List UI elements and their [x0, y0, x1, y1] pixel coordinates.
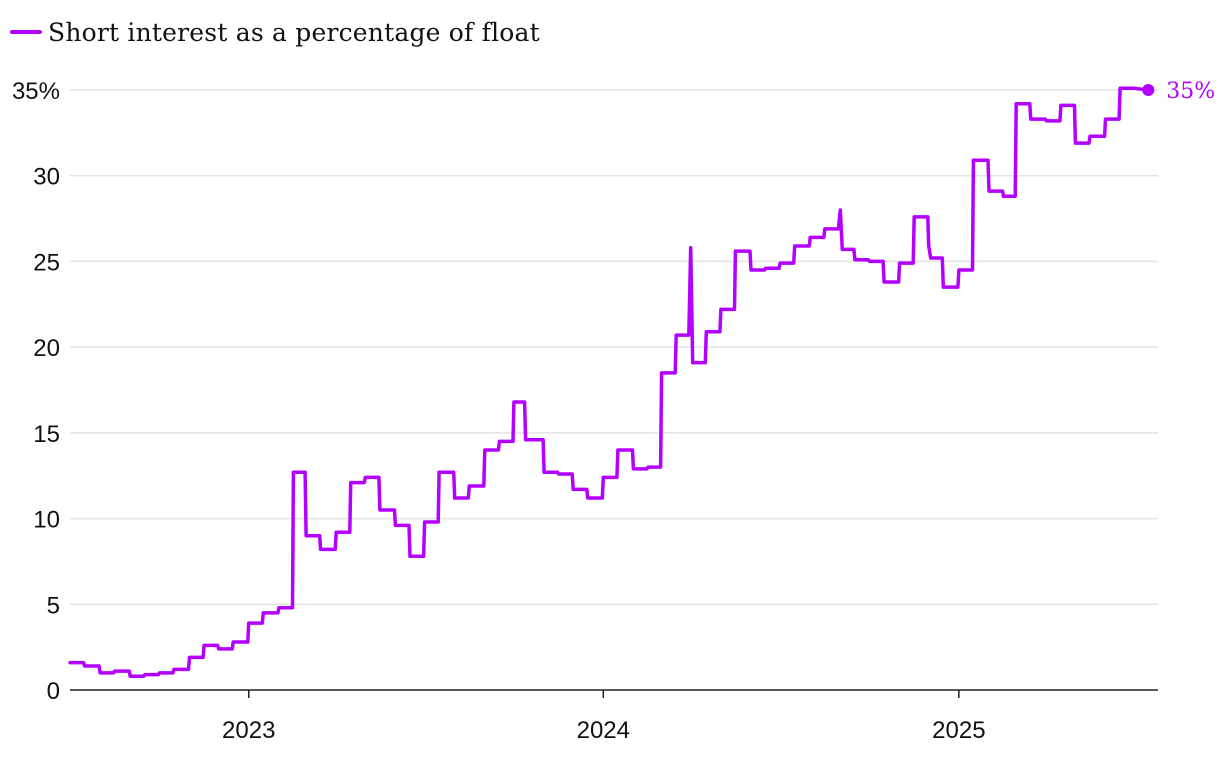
y-tick-label-0: 0: [47, 678, 60, 705]
series-line-0: [68, 86, 1151, 679]
x-tick-label-2024: 2024: [577, 717, 630, 744]
series-layer: 35%: [68, 79, 1215, 679]
series-end-point-0: [1142, 84, 1155, 96]
x-axis: 2023 2024 2025: [70, 689, 1158, 744]
series-end-label-0: 35%: [1166, 79, 1215, 104]
y-tick-label-25: 25: [33, 249, 60, 276]
legend: Short interest as a percentage of float: [10, 12, 540, 52]
legend-label: Short interest as a percentage of float: [48, 17, 540, 47]
y-tick-label-10: 10: [33, 507, 60, 534]
y-axis-ticks: 0 5 10 15 20 25 30 35%: [12, 78, 60, 705]
y-tick-label-15: 15: [33, 421, 60, 448]
x-tick-label-2025: 2025: [932, 717, 985, 744]
x-tick-label-2023: 2023: [222, 717, 275, 744]
y-tick-label-30: 30: [33, 164, 60, 191]
y-tick-label-35: 35%: [12, 78, 60, 105]
y-tick-label-5: 5: [47, 592, 60, 619]
legend-swatch: [10, 30, 42, 34]
y-tick-label-20: 20: [33, 335, 60, 362]
gridlines: [70, 89, 1158, 606]
